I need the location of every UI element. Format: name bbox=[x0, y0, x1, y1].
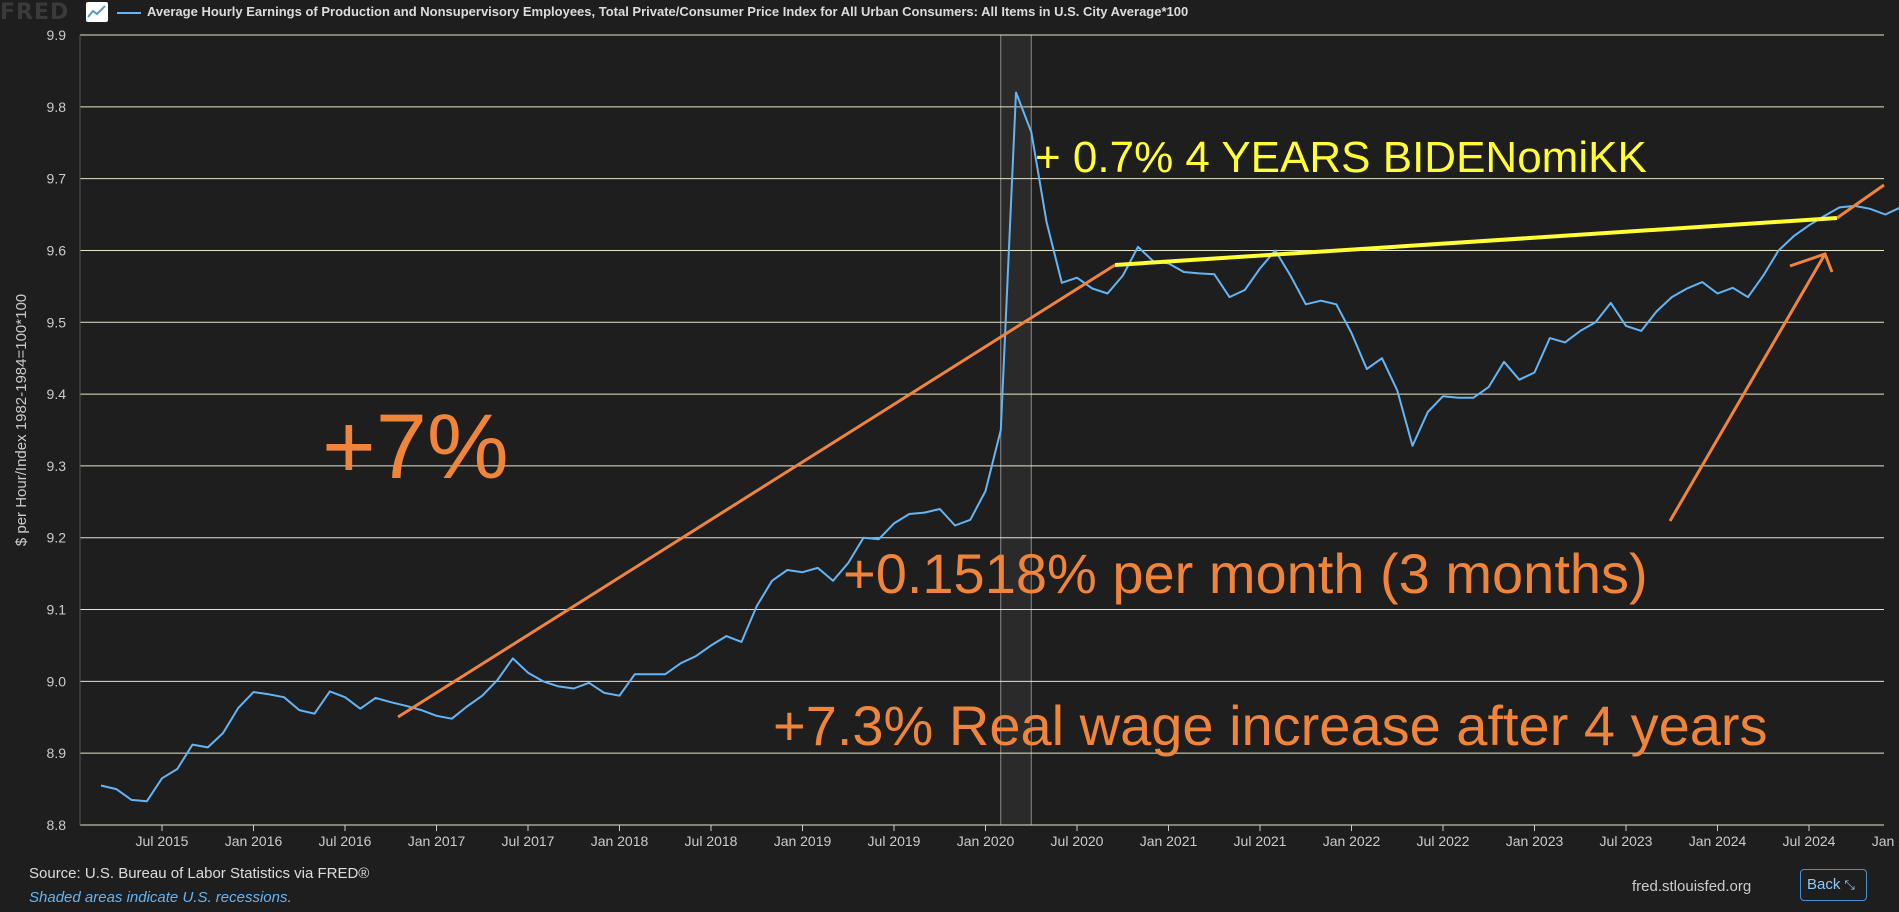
y-tick-label: 9.3 bbox=[47, 458, 67, 474]
y-tick-label: 9.0 bbox=[47, 673, 67, 689]
x-tick-label: Jul 2019 bbox=[868, 833, 921, 849]
x-tick-label: Jul 2017 bbox=[502, 833, 555, 849]
chart-header: FRED Average Hourly Earnings of Producti… bbox=[0, 0, 1899, 28]
y-tick-label: 9.1 bbox=[47, 602, 67, 618]
chart-icon[interactable] bbox=[86, 2, 108, 22]
back-button[interactable]: Back ⤡ bbox=[1800, 869, 1867, 901]
x-tick-label: Jan 2022 bbox=[1323, 833, 1381, 849]
annotations-layer: + 0.7% 4 YEARS BIDENomiKK +7% +0.1518% p… bbox=[322, 133, 1885, 757]
x-tick-label: Jan 2020 bbox=[957, 833, 1015, 849]
y-tick-label: 9.4 bbox=[47, 386, 67, 402]
y-axis-label: $ per Hour/Index 1982-1984=100*100 bbox=[13, 294, 30, 546]
x-tick-label: Jan 2024 bbox=[1689, 833, 1747, 849]
series-line bbox=[100, 91, 1899, 803]
y-tick-label: 9.7 bbox=[47, 171, 67, 187]
legend-label: Average Hourly Earnings of Production an… bbox=[147, 4, 1189, 19]
x-tick-label: Jul 2022 bbox=[1417, 833, 1470, 849]
x-tick-label: Jul 2016 bbox=[319, 833, 372, 849]
y-tick-label: 9.6 bbox=[47, 242, 67, 258]
legend-swatch bbox=[117, 12, 141, 14]
x-tick-label: Jan 2019 bbox=[774, 833, 832, 849]
x-tick-label: Jul 2024 bbox=[1783, 833, 1836, 849]
x-tick-label: Jan 2017 bbox=[408, 833, 466, 849]
recession-band bbox=[1000, 35, 1032, 825]
x-tick-label: Jan 2021 bbox=[1140, 833, 1198, 849]
site-link[interactable]: fred.stlouisfed.org bbox=[1632, 878, 1752, 895]
x-tick-label: Jul 2018 bbox=[685, 833, 738, 849]
orange-arrow-head bbox=[1789, 252, 1834, 273]
yellow-trend-line bbox=[1114, 216, 1838, 267]
x-tick-label: Jul 2015 bbox=[136, 833, 189, 849]
line-chart: Jul 2015 Jan 2016 Jul 2016 Jan 2017 Jul 2017… bbox=[13, 27, 1899, 849]
series-layer bbox=[100, 91, 1899, 803]
y-tick-label: 9.2 bbox=[47, 530, 67, 546]
y-tick-label: 8.8 bbox=[47, 817, 67, 833]
real-wage-annotation: +7.3% Real wage increase after 4 years bbox=[773, 694, 1768, 757]
x-tick-label: Jul 2023 bbox=[1600, 833, 1653, 849]
yellow-annotation: + 0.7% 4 YEARS BIDENomiKK bbox=[1035, 133, 1647, 182]
x-tick-label: Jan 2025 bbox=[1872, 833, 1899, 849]
y-tick-label: 8.9 bbox=[47, 745, 67, 761]
y-tick-label: 9.5 bbox=[47, 314, 67, 330]
x-tick-label: Jul 2020 bbox=[1051, 833, 1104, 849]
orange-end-line bbox=[1836, 183, 1885, 220]
orange-arrow-shaft bbox=[1668, 253, 1827, 522]
x-tick-label: Jan 2018 bbox=[591, 833, 649, 849]
recession-note: Shaded areas indicate U.S. recessions. bbox=[29, 889, 292, 906]
x-tick-label: Jan 2016 bbox=[225, 833, 283, 849]
x-axis-ticks: Jul 2015 Jan 2016 Jul 2016 Jan 2017 Jul 2017… bbox=[136, 825, 1899, 849]
x-tick-label: Jul 2021 bbox=[1234, 833, 1287, 849]
big-pct-annotation: +7% bbox=[322, 396, 509, 498]
orange-trend-line bbox=[397, 263, 1116, 719]
per-month-annotation: +0.1518% per month (3 months) bbox=[843, 542, 1648, 605]
grid-layer bbox=[79, 34, 1884, 826]
fred-logo: FRED bbox=[0, 0, 70, 25]
back-label: Back bbox=[1807, 876, 1841, 893]
y-tick-label: 9.9 bbox=[47, 27, 67, 43]
x-tick-label: Jan 2023 bbox=[1506, 833, 1564, 849]
collapse-icon: ⤡ bbox=[1844, 877, 1855, 892]
source-text: Source: U.S. Bureau of Labor Statistics … bbox=[29, 865, 370, 882]
y-axis-ticks: 8.8 8.9 9.0 9.1 9.2 9.3 9.4 9.5 9.6 9.7 9.8 9.9 bbox=[47, 27, 67, 833]
y-tick-label: 9.8 bbox=[47, 99, 67, 115]
